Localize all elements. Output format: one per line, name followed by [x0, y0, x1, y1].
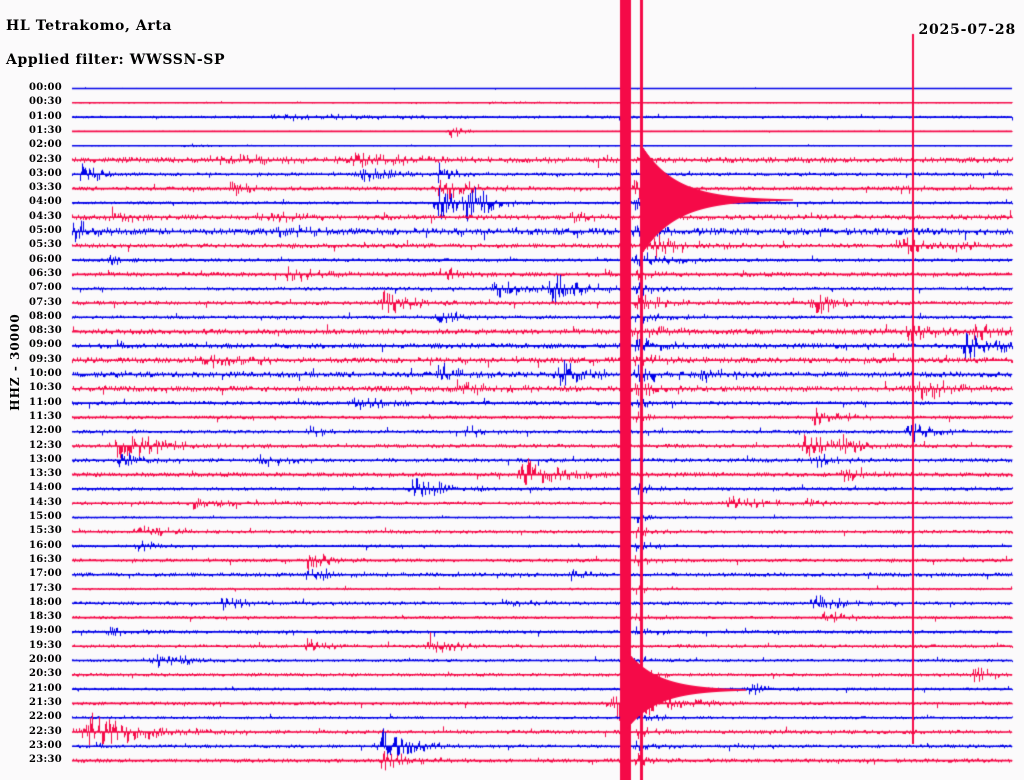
seismogram-page: HL Tetrakomo, Arta Applied filter: WWSSN…: [0, 0, 1024, 780]
helicorder-trace-canvas: [0, 0, 1024, 780]
